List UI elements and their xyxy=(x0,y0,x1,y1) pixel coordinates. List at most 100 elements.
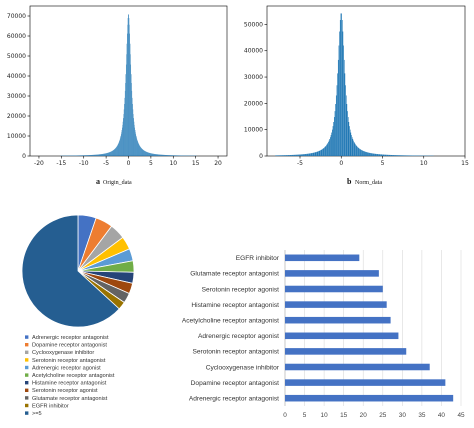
legend-label: Acetylcholine receptor antagonist xyxy=(32,373,115,379)
histogram-bin xyxy=(351,135,352,156)
histogram-b-bars xyxy=(275,13,434,157)
histogram-bin xyxy=(403,155,405,156)
histogram-a-x-ticks: -20 -15 -10 -5 0 5 10 15 20 xyxy=(34,156,222,167)
histogram-bin xyxy=(310,153,311,156)
histogram-b-caption: Norm_data xyxy=(355,180,382,186)
histogram-bin xyxy=(384,154,385,156)
x-tick-label: 10 xyxy=(321,412,329,419)
bar xyxy=(285,394,454,402)
histogram-bin xyxy=(340,13,342,157)
histogram-bin xyxy=(397,155,399,156)
histogram-bin xyxy=(299,154,301,156)
histogram-bin xyxy=(355,145,357,156)
histogram-bin xyxy=(339,20,341,156)
histogram-bin xyxy=(365,151,367,156)
histogram-bin xyxy=(364,151,366,156)
histogram-bin xyxy=(280,155,282,156)
y-tick-label: 40000 xyxy=(244,48,263,55)
histogram-bin xyxy=(283,155,285,156)
histogram-bin xyxy=(409,155,411,156)
histogram-b-y-ticks: 0 10000 20000 30000 40000 50000 xyxy=(244,21,267,160)
histogram-bin xyxy=(392,155,393,156)
histogram-bin xyxy=(315,152,317,156)
histogram-bin xyxy=(312,152,313,156)
x-tick-label: 20 xyxy=(360,412,368,419)
histogram-bin xyxy=(375,153,377,156)
pie-slices xyxy=(21,214,135,328)
histogram-bin xyxy=(325,146,327,156)
histogram-bin xyxy=(334,111,336,156)
histogram-bin xyxy=(411,155,412,156)
histogram-bin xyxy=(337,59,339,156)
x-tick-label: -5 xyxy=(103,160,109,167)
histogram-bin xyxy=(316,151,317,156)
histogram-bin xyxy=(306,153,308,156)
histogram-bin xyxy=(365,151,366,156)
histogram-bin xyxy=(361,149,362,156)
histogram-bin xyxy=(399,155,400,156)
histogram-bin xyxy=(319,150,321,156)
histogram-bin xyxy=(302,154,303,156)
y-tick-label: 30000 xyxy=(7,93,26,100)
histogram-bin xyxy=(328,142,329,156)
pie-chart: Adrenergic receptor antagonist Dopamine r… xyxy=(21,214,135,417)
histogram-bin xyxy=(398,155,400,156)
y-tick-label: 40000 xyxy=(7,73,26,80)
histogram-bin xyxy=(294,154,296,156)
histogram-bin xyxy=(361,150,363,156)
histogram-bin xyxy=(295,154,297,156)
x-tick-label: 40 xyxy=(438,412,446,419)
legend-swatch xyxy=(25,396,29,400)
histogram-bin xyxy=(285,155,287,156)
histogram-bin xyxy=(395,155,397,156)
histogram-bin xyxy=(359,149,361,156)
histogram-bin xyxy=(313,152,315,156)
histogram-bin xyxy=(307,153,309,156)
histogram-bin xyxy=(367,152,369,156)
histogram-bin xyxy=(392,155,394,156)
histogram-bin xyxy=(288,155,290,156)
histogram-bin xyxy=(345,95,347,156)
histogram-a-caption-letter: a xyxy=(96,177,100,186)
histogram-bin xyxy=(320,150,321,156)
histogram-bin xyxy=(398,155,399,156)
x-tick-label: -10 xyxy=(79,160,89,167)
histogram-bin xyxy=(411,155,413,156)
histogram-bin xyxy=(394,155,396,156)
histogram-bin xyxy=(331,132,333,156)
histogram-bin xyxy=(277,155,279,156)
histogram-bin xyxy=(317,151,319,156)
histogram-bin xyxy=(326,145,327,156)
bar xyxy=(285,285,383,293)
bar xyxy=(285,301,387,308)
histogram-bin xyxy=(374,153,375,156)
y-tick-label: 10000 xyxy=(244,127,263,134)
histogram-bin xyxy=(373,153,375,156)
histogram-bin xyxy=(309,153,311,156)
bar xyxy=(285,348,407,355)
histogram-bin xyxy=(387,154,389,156)
x-tick-label: -5 xyxy=(297,160,303,167)
histogram-bin xyxy=(401,155,402,156)
histogram-bin xyxy=(380,154,382,156)
histogram-bin xyxy=(292,154,294,156)
histogram-bin xyxy=(393,155,395,156)
x-tick-label: 0 xyxy=(283,412,287,419)
histogram-bin xyxy=(366,152,368,156)
legend-label: >=5 xyxy=(32,411,42,417)
histogram-bin xyxy=(368,152,369,156)
legend-label: Adrenergic receptor antagonist xyxy=(32,335,109,341)
histogram-bin xyxy=(380,154,381,156)
histogram-bin xyxy=(358,148,360,156)
histogram-bin xyxy=(286,155,288,156)
histogram-bin xyxy=(281,155,283,156)
legend-label: Serotonin receptor agonist xyxy=(32,388,98,394)
histogram-bin xyxy=(333,117,335,156)
category-label: Serotonin receptor agonist xyxy=(202,286,280,293)
histogram-bin xyxy=(408,155,410,156)
histogram-bin xyxy=(279,155,281,156)
histogram-bin xyxy=(318,150,320,156)
histogram-bin xyxy=(353,140,354,156)
y-tick-label: 50000 xyxy=(7,53,26,60)
x-tick-label: 0 xyxy=(339,160,343,167)
